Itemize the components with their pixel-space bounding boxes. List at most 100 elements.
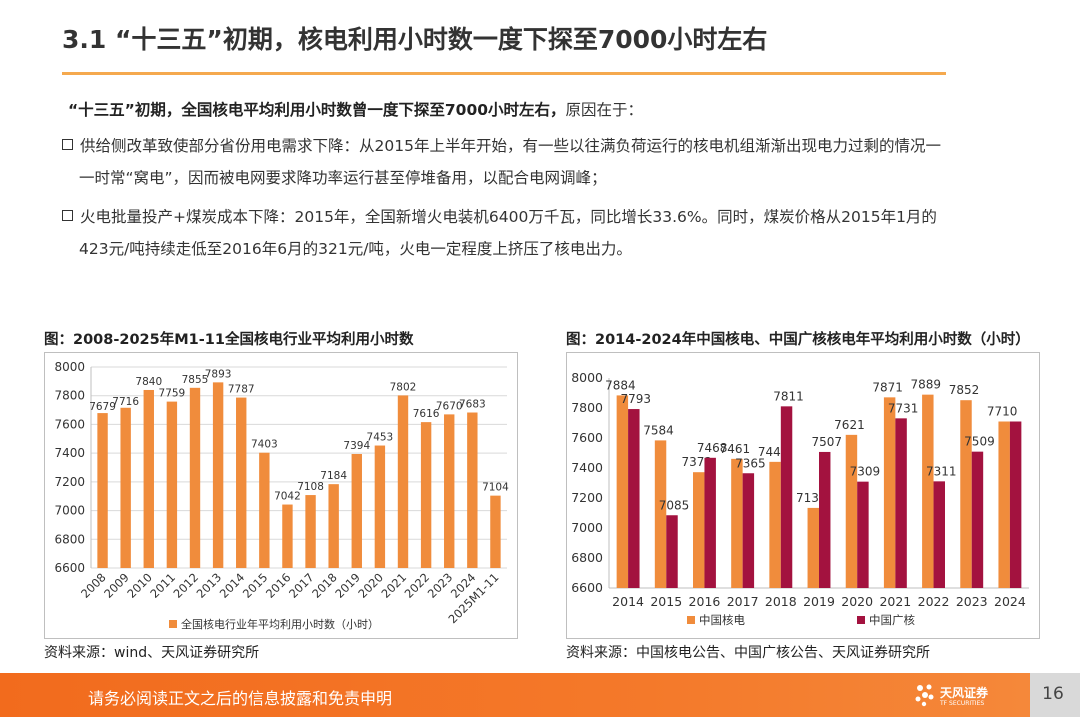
x-tick-label: 2024 (994, 594, 1026, 609)
x-tick-label: 2014 (217, 570, 248, 601)
data-label: 7670 (436, 400, 463, 412)
logo-subtitle: TF SECURITIES (940, 700, 985, 707)
data-label: 7793 (621, 392, 652, 406)
bar-cnnp (731, 458, 743, 588)
y-tick-label: 8000 (54, 360, 85, 374)
data-label: 7584 (643, 423, 674, 437)
x-tick-label: 2012 (171, 570, 202, 601)
x-tick-label: 2019 (332, 570, 363, 601)
left-chart-frame: 6600 6800 7000 7200 7400 7600 7800 8000 7679 2008… (44, 352, 518, 639)
bar-cgn (666, 515, 678, 588)
legend-swatch (169, 620, 177, 628)
x-tick-label: 2009 (101, 570, 132, 601)
bar-cgn (704, 457, 716, 588)
logo-name: 天风证券 (940, 686, 989, 700)
x-tick-label: 2011 (147, 570, 178, 601)
data-label: 7871 (872, 380, 903, 394)
bar (351, 454, 362, 568)
intro-bold-text: “十三五”初期，全国核电平均利用小时数曾一度下探至7000小时左右， (68, 101, 566, 119)
x-tick-label: 2017 (727, 594, 759, 609)
data-label: 7108 (297, 481, 324, 493)
intro-paragraph: “十三五”初期，全国核电平均利用小时数曾一度下探至7000小时左右，原因在于： (68, 98, 1028, 120)
right-chart-source: 资料来源：中国核电公告、中国广核公告、天风证券研究所 (566, 645, 930, 661)
y-tick-label: 6800 (571, 550, 603, 565)
bar (328, 484, 339, 568)
x-tick-label: 2021 (379, 570, 410, 601)
left-chart-heading: 图：2008-2025年M1-11全国核电行业平均利用小时数 (44, 332, 414, 348)
data-label: 7085 (659, 498, 690, 512)
x-tick-label: 2013 (194, 570, 225, 601)
bullet-line: 423元/吨持续走低至2016年6月的321元/吨，火电一定程度上挤压了核电出力… (79, 240, 632, 258)
bar-cnnp (807, 507, 819, 588)
bullet-supply-side: 供给侧改革致使部分省份用电需求下降：从2015年上半年开始，有一些以往满负荷运行… (62, 130, 1032, 194)
x-tick-label: 2018 (765, 594, 797, 609)
data-label: 7855 (182, 374, 209, 386)
left-chart-source: 资料来源：wind、天风证券研究所 (44, 645, 260, 661)
y-tick-label: 7200 (571, 490, 603, 505)
bar-cnnp (616, 395, 629, 588)
bar (97, 413, 108, 568)
data-label: 7716 (112, 396, 139, 408)
y-tick-label: 7800 (571, 400, 603, 415)
x-tick-label: 2023 (425, 570, 456, 601)
data-label: 7309 (850, 465, 881, 479)
bar-cgn (1009, 421, 1022, 588)
data-label: 7104 (482, 482, 509, 494)
bar (490, 495, 501, 568)
x-tick-label: 2017 (286, 570, 317, 601)
y-tick-label: 7400 (54, 446, 85, 460)
bullet-line: 供给侧改革致使部分省份用电需求下降：从2015年上半年开始，有一些以往满负荷运行… (80, 137, 941, 155)
x-tick-label: 2021 (879, 594, 911, 609)
bar-cnnp (769, 461, 781, 588)
data-label: 7802 (390, 381, 417, 393)
x-tick-label: 2018 (309, 570, 340, 601)
slide-title: 3.1 “十三五”初期，核电利用小时数一度下探至7000小时左右 (62, 25, 768, 54)
x-tick-label: 2016 (263, 570, 294, 601)
data-label: 7889 (911, 378, 942, 392)
data-label: 7852 (949, 383, 980, 397)
bar (143, 389, 154, 568)
bar-cgn (742, 473, 755, 588)
intro-rest-text: 原因在于： (565, 101, 644, 119)
bar (120, 407, 131, 568)
x-tick-label: 2020 (355, 570, 386, 601)
page-number: 16 (1042, 684, 1064, 704)
bar (259, 452, 270, 568)
bar-cgn (819, 451, 831, 588)
bar-cnnp (845, 434, 858, 588)
right-chart: 6600 6800 7000 7200 7400 7600 7800 800078847793… (571, 370, 1029, 627)
legend-label: 中国广核 (869, 613, 915, 627)
data-label: 7372 (681, 455, 712, 469)
x-tick-label: 2016 (689, 594, 721, 609)
checkbox-bullet-icon (62, 210, 73, 221)
x-tick-label: 2015 (650, 594, 682, 609)
data-label: 7884 (605, 378, 636, 392)
bar (397, 395, 409, 568)
footer-disclaimer[interactable]: 请务必阅读正文之后的信息披露和免责申明 (88, 689, 393, 708)
data-label: 7134 (796, 491, 827, 505)
bar (189, 387, 201, 568)
legend-swatch (687, 616, 695, 624)
tianfeng-logo-icon (915, 684, 934, 707)
data-label: 7453 (367, 432, 394, 444)
bullet-line: 一时常“窝电”，因而被电网要求降功率运行甚至停堆备用，以配合电网调峰； (79, 169, 607, 187)
data-label: 7365 (735, 456, 766, 470)
right-chart-frame: 6600 6800 7000 7200 7400 7600 7800 8000 7884 7793… (566, 352, 1040, 639)
bar (420, 422, 432, 568)
company-logo: 天风证券 TF SECURITIES (914, 681, 1004, 711)
data-label: 7394 (343, 440, 370, 452)
legend-label: 中国核电 (699, 613, 745, 627)
data-label: 7683 (459, 399, 486, 411)
bar-cnnp (960, 400, 972, 588)
x-tick-label: 2022 (402, 570, 433, 601)
y-tick-label: 6600 (54, 561, 85, 575)
x-tick-label: 2015 (240, 570, 271, 601)
legend-swatch (857, 616, 865, 624)
y-tick-label: 6600 (571, 580, 603, 595)
y-tick-label: 6800 (54, 532, 85, 546)
bar-cgn (857, 481, 869, 588)
bar (236, 397, 247, 568)
checkbox-bullet-icon (62, 139, 73, 150)
bar-cnnp (998, 421, 1010, 588)
data-label: 7679 (89, 401, 116, 413)
